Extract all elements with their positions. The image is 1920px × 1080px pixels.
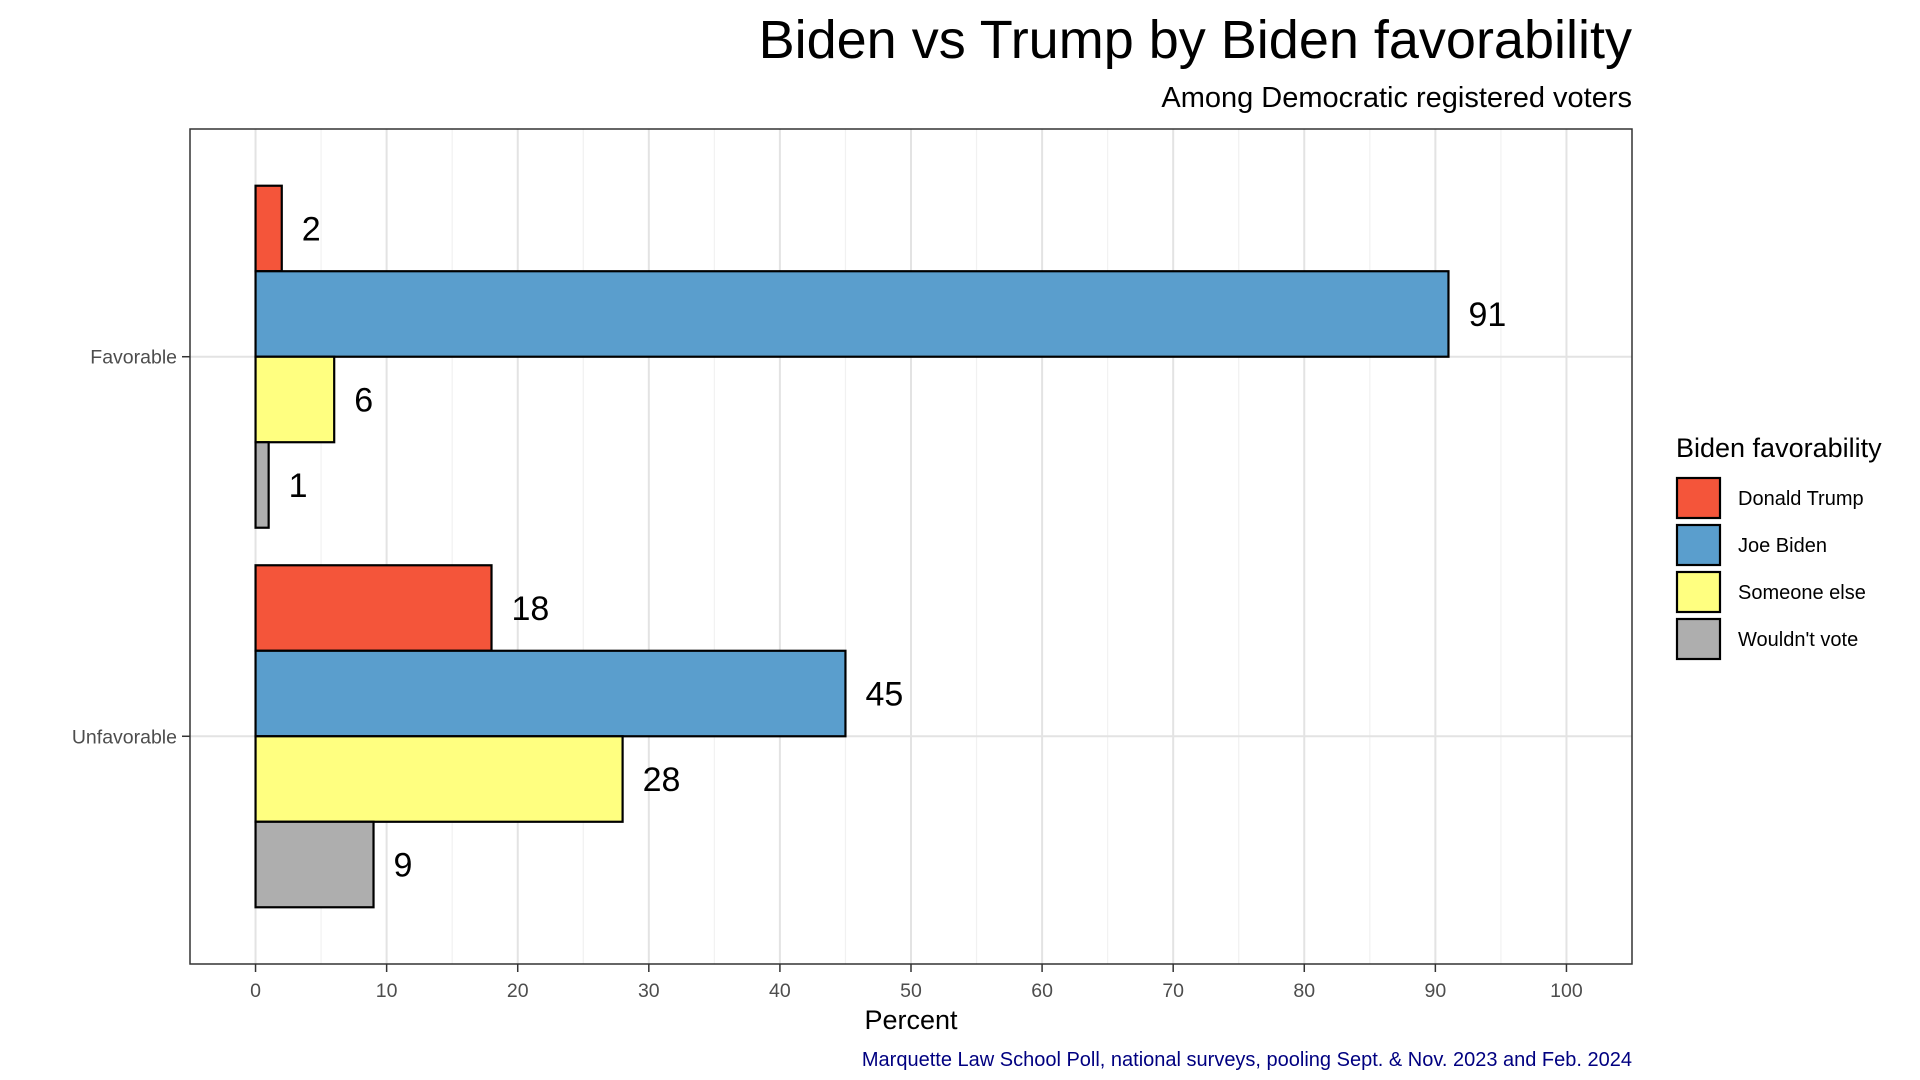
legend-label: Wouldn't vote (1738, 629, 1858, 651)
data-label: 6 (354, 381, 373, 419)
y-tick-label: Unfavorable (72, 726, 177, 748)
data-label: 1 (289, 467, 308, 505)
legend-label: Donald Trump (1738, 488, 1864, 510)
x-tick-label: 10 (376, 980, 398, 1002)
chart-subtitle: Among Democratic registered voters (1161, 82, 1632, 114)
x-axis: 0 10 20 30 40 50 60 70 80 90 100 (250, 964, 1583, 1002)
y-axis: Favorable Unfavorable (72, 347, 190, 748)
x-tick-label: 30 (638, 980, 660, 1002)
bars (254, 184, 1450, 909)
bar-favorable-someone-else (254, 355, 336, 444)
x-tick-label: 80 (1293, 980, 1315, 1002)
bar-favorable-donald-trump (254, 184, 283, 273)
bar-labels: 2 91 6 1 18 45 28 9 (289, 210, 1507, 884)
data-label: 28 (643, 761, 681, 799)
legend-label: Someone else (1738, 582, 1866, 604)
data-label: 9 (394, 847, 413, 885)
x-tick-label: 40 (769, 980, 791, 1002)
x-tick-label: 50 (900, 980, 922, 1002)
legend-title: Biden favorability (1676, 433, 1882, 463)
data-label: 18 (512, 590, 550, 628)
data-label: 91 (1468, 296, 1506, 334)
x-tick-label: 90 (1425, 980, 1447, 1002)
legend-key (1675, 617, 1722, 661)
legend-key (1675, 476, 1722, 520)
bar-unfavorable-wouldn-t-vote (254, 820, 375, 909)
chart-title: Biden vs Trump by Biden favorability (759, 10, 1632, 70)
x-tick-label: 70 (1162, 980, 1184, 1002)
x-tick-label: 100 (1550, 980, 1583, 1002)
bar-unfavorable-someone-else (254, 735, 624, 823)
legend-key (1675, 570, 1722, 614)
legend-label: Joe Biden (1738, 535, 1827, 557)
legend: Biden favorability Donald Trump Joe Biden… (1675, 433, 1882, 661)
legend-key (1675, 523, 1722, 567)
bar-favorable-joe-biden (254, 270, 1450, 358)
data-label: 45 (865, 676, 903, 714)
y-tick-label: Favorable (90, 347, 177, 369)
x-tick-label: 0 (250, 980, 261, 1002)
x-axis-label: Percent (864, 1005, 958, 1035)
x-tick-label: 20 (507, 980, 529, 1002)
bar-favorable-wouldn-t-vote (254, 441, 270, 529)
bar-unfavorable-donald-trump (254, 564, 493, 652)
data-label: 2 (302, 210, 321, 248)
chart-caption: Marquette Law School Poll, national surv… (862, 1049, 1632, 1071)
x-tick-label: 60 (1031, 980, 1053, 1002)
bar-unfavorable-joe-biden (254, 649, 847, 738)
